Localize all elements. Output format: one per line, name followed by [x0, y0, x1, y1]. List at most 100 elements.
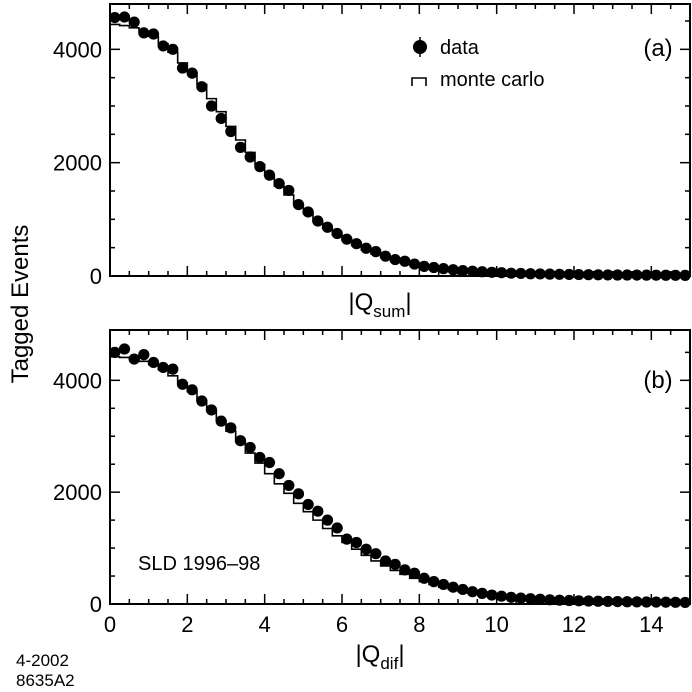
panel-a-data-point: [215, 112, 227, 125]
panel-b-x-tick-label: 4: [259, 612, 271, 637]
panel-a-data-point: [360, 242, 372, 254]
panel-a-y-tick-label: 4000: [53, 37, 102, 62]
panel-b-data-point: [341, 533, 353, 545]
panel-a-data-point: [553, 268, 566, 280]
panel-b-data-point: [128, 353, 140, 365]
panel-a-data-point: [205, 100, 218, 112]
panel-b-data-point: [486, 589, 498, 601]
panel-a-data-point: [167, 43, 179, 55]
panel-b-data-point: [118, 343, 131, 355]
panel-b-data-point: [447, 581, 459, 593]
panel-b-data-point: [418, 572, 430, 584]
panel-a-data-point: [341, 233, 353, 245]
panel-b-data-point: [631, 596, 643, 608]
panel-a-data-point: [331, 227, 343, 240]
panel-a-data-point: [418, 260, 430, 272]
panel-a-data-point: [312, 215, 324, 227]
panel-b-y-tick-label: 2000: [53, 480, 102, 505]
panel-b-data-point: [389, 558, 401, 570]
panel-a-data-point: [244, 151, 256, 163]
panel-a-data-point: [234, 141, 247, 153]
panel-a-data-point: [225, 125, 237, 138]
legend-data-label: data: [440, 37, 480, 59]
panel-b-data-point: [321, 514, 334, 526]
panel-a-data-point: [350, 238, 363, 250]
panel-a-data-point: [196, 81, 208, 93]
panel-a-data-point: [621, 269, 633, 281]
panel-a-data-point: [611, 269, 624, 281]
legend-monte-carlo-label: monte carlo: [440, 69, 545, 91]
panel-b-data-point: [138, 349, 150, 361]
panel-a-data-point: [273, 178, 285, 190]
panel-b-data-point: [167, 363, 179, 375]
panel-a-data-point: [263, 169, 276, 181]
panel-b-data-point: [437, 578, 450, 591]
panel-a-data-point: [563, 268, 575, 281]
panel-a-data-point: [495, 267, 508, 279]
panel-b-data-point: [331, 522, 343, 534]
panel-b-data-point: [573, 595, 585, 607]
panel-b-data-point: [476, 587, 488, 599]
panel-b-x-tick-label: 0: [104, 612, 116, 637]
panel-a-data-point: [457, 265, 469, 277]
panel-b-data-point: [660, 596, 672, 608]
panel-b-data-point: [553, 594, 566, 606]
panel-b-data-point: [466, 586, 479, 598]
panel-a-data-point: [147, 28, 160, 40]
panel-a-y-tick-label: 0: [90, 264, 102, 289]
panel-b-x-tick-label: 6: [336, 612, 348, 637]
panel-b-data-point: [592, 595, 604, 607]
panel-a-data-point: [408, 258, 421, 270]
panel-b-data-point: [302, 498, 314, 511]
panel-b-data-point: [215, 415, 227, 427]
panel-a-data-point: [321, 221, 334, 233]
panel-a-data-point: [515, 267, 527, 280]
panel-a-data-point: [505, 267, 517, 279]
panel-a-data-point: [283, 184, 295, 197]
panel-b-data-point: [147, 356, 160, 369]
panel-a: 0 2000 4000 (a) |Qsum| data monte carlo: [53, 3, 691, 321]
panel-a-data-point: [524, 268, 537, 280]
panel-b-data-point: [399, 564, 411, 576]
panel-b-data-point: [186, 384, 198, 396]
panel-a-x-axis-label: |Qsum|: [348, 289, 411, 321]
panel-b-data-point: [350, 536, 363, 549]
panel-a-data-point: [399, 255, 411, 267]
panel-a-data-point: [592, 269, 604, 281]
panel-a-data-point: [534, 268, 546, 280]
panel-b-data-point: [109, 346, 121, 358]
panel-a-data-point: [109, 12, 121, 24]
panel-b-data-point: [457, 583, 469, 596]
footer-line-1: 4-2002: [16, 651, 69, 670]
panel-b-data-point: [650, 596, 662, 608]
panel-b-data-point: [534, 593, 546, 605]
panel-a-data-point: [186, 67, 198, 79]
panel-b-data-point: [679, 596, 691, 609]
panel-a-data-point: [128, 16, 140, 28]
panel-a-data-point: [447, 264, 459, 276]
panel-a-data-point: [176, 62, 189, 74]
panel-b-x-tick-label: 12: [562, 612, 586, 637]
panel-a-data-point: [370, 246, 382, 258]
panel-a-data-point: [437, 263, 450, 275]
panel-b-data-point: [254, 451, 266, 464]
panel-b-data-point: [312, 505, 324, 517]
panel-a-data-point: [679, 269, 691, 281]
panel-a-data-point: [631, 269, 643, 281]
panel-b-x-tick-label: 8: [413, 612, 425, 637]
panel-b-data-point: [157, 361, 169, 374]
panel-b-data-point: [669, 596, 682, 608]
panel-b-y-tick-label: 4000: [53, 368, 102, 393]
panel-b-data-point: [640, 596, 653, 608]
panel-a-data-point: [138, 27, 150, 39]
panel-b-x-axis-label: |Qdif|: [355, 641, 404, 673]
panel-a-data-point: [157, 40, 169, 52]
panel-b-data-point: [602, 595, 614, 608]
panel-b-data-point: [234, 435, 247, 447]
footer-line-2: 8635A2: [16, 671, 75, 690]
panel-b-data-point: [283, 479, 295, 492]
panel-a-plot-frame: [109, 3, 691, 277]
panel-b-data-point: [582, 595, 595, 607]
panel-a-data-point: [302, 206, 314, 218]
